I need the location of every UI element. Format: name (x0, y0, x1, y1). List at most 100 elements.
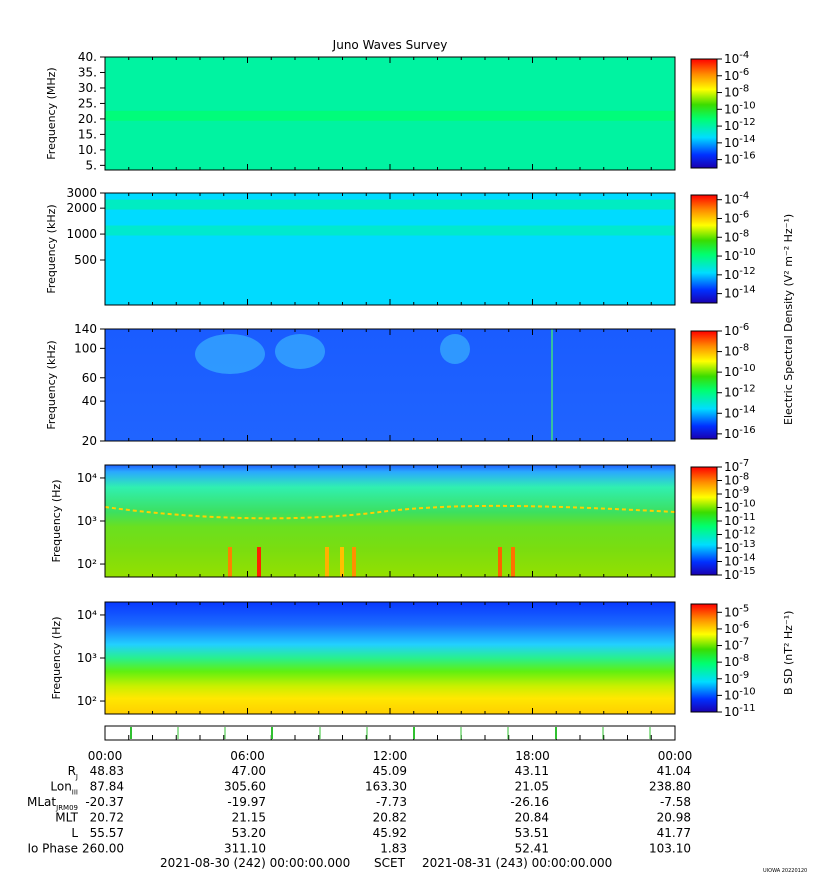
chart-title: Juno Waves Survey (332, 38, 448, 52)
ephemeris-value: -20.37 (85, 795, 124, 809)
emission-burst (228, 547, 232, 577)
y-tick-label: 10⁴ (77, 471, 97, 485)
ephemeris-value: 103.10 (649, 842, 691, 856)
y-tick-label: 3000 (66, 186, 97, 200)
colorbar-tick-label: 10-6 (724, 209, 749, 225)
emission-band (105, 110, 675, 121)
time-tick-label: 12:00 (373, 749, 408, 763)
colorbar-tick-label: 10-10 (724, 363, 756, 379)
y-tick-label: 60 (82, 371, 97, 385)
spectrogram-panel-5: 10⁴ 10³ 10² Frequency (Hz) (50, 601, 676, 715)
emission-burst (325, 547, 329, 577)
colorbar-tick-label: 10-8 (724, 653, 749, 669)
colorbar-tick-label: 10-10 (724, 100, 756, 116)
ephemeris-label: MLatJRM09 (27, 795, 78, 812)
colorbar-2: 10-4 10-6 10-8 10-10 10-12 10-14 (690, 191, 756, 304)
emission-band (105, 225, 675, 236)
ephemeris-value: 53.51 (515, 826, 549, 840)
colorbar-tick-label: 10-16 (724, 425, 756, 441)
emission-patch (440, 334, 470, 364)
ephemeris-value: 47.00 (232, 764, 266, 778)
ephemeris-value: -7.58 (660, 795, 691, 809)
ephemeris-value: 305.60 (224, 780, 266, 794)
colorbar-tick-label: 10-14 (724, 134, 756, 150)
watermark: UIOWA 20220120 (763, 868, 807, 874)
ephemeris-value: 55.57 (90, 826, 124, 840)
time-tick-label: 18:00 (515, 749, 550, 763)
time-tick-label: 00:00 (658, 749, 693, 763)
footer-scet: SCET (374, 856, 406, 870)
colorbar-tick-label: 10-7 (724, 458, 749, 474)
ephemeris-value: 20.98 (657, 811, 691, 825)
colorbar-tick-label: 10-12 (724, 266, 756, 282)
colorbar-label-magnetic: B SD (nT² Hz⁻¹) (782, 611, 795, 695)
colorbar-tick-label: 10-12 (724, 117, 756, 133)
time-tick-label: 06:00 (230, 749, 265, 763)
y-axis-label: Frequency (kHz) (45, 340, 58, 429)
colorbar-label-electric: Electric Spectral Density (V² m⁻² Hz⁻¹) (782, 214, 795, 425)
colorbar-tick-label: 10-10 (724, 247, 756, 263)
y-tick-label: 40. (78, 50, 97, 64)
colorbar-gradient (690, 58, 718, 169)
y-axis-label: Frequency (MHz) (45, 67, 58, 159)
emission-band (105, 199, 675, 210)
y-axis-label: Frequency (Hz) (50, 480, 63, 563)
ephemeris-label: Io Phase (27, 842, 78, 856)
y-axis-label: Frequency (kHz) (45, 204, 58, 293)
colorbar-tick-label: 10-4 (724, 50, 749, 66)
colorbar-tick-label: 10-6 (724, 322, 749, 338)
spectrogram-background (105, 465, 675, 577)
footer-start-time: 2021-08-30 (242) 00:00:00.000 (160, 856, 350, 870)
colorbar-tick-label: 10-4 (724, 191, 749, 207)
y-tick-label: 10⁴ (77, 608, 97, 622)
ephemeris-value: 20.82 (373, 811, 407, 825)
spectrogram-panel-4: 10⁴ 10³ 10² Frequency (Hz) (50, 464, 676, 578)
spectrogram-background (105, 193, 675, 305)
colorbar-tick-label: 10-8 (724, 228, 749, 244)
ephemeris-value: 45.09 (373, 764, 407, 778)
y-axis-label: Frequency (Hz) (50, 617, 63, 700)
colorbar-tick-label: 10-7 (724, 637, 749, 653)
ephemeris-value: -7.73 (376, 795, 407, 809)
ephemeris-value: 1.83 (380, 842, 407, 856)
y-tick-label: 10³ (77, 514, 97, 528)
y-tick-label: 10. (78, 143, 97, 157)
ephemeris-value: 41.77 (657, 826, 691, 840)
colorbar-tick-label: 10-14 (724, 553, 756, 569)
colorbar-tick-label: 10-8 (724, 472, 749, 488)
ephemeris-value: 48.83 (90, 764, 124, 778)
colorbar-tick-label: 10-8 (724, 343, 749, 359)
ephemeris-value: 87.84 (90, 780, 124, 794)
colorbar-tick-label: 10-5 (724, 603, 749, 619)
spectrogram-background (105, 329, 675, 441)
colorbar-tick-label: 10-9 (724, 485, 749, 501)
emission-patch (275, 334, 325, 369)
ephemeris-value: 52.41 (515, 842, 549, 856)
time-tick-label: 00:00 (88, 749, 123, 763)
colorbar-gradient (690, 603, 718, 713)
ephemeris-value: 163.30 (365, 780, 407, 794)
colorbar-tick-label: 10-11 (724, 512, 756, 528)
y-tick-label: 500 (74, 253, 97, 267)
footer-end-time: 2021-08-31 (243) 00:00:00.000 (422, 856, 612, 870)
y-tick-label: 100 (74, 341, 97, 355)
ephemeris-value: 238.80 (649, 780, 691, 794)
ephemeris-value: 20.72 (90, 811, 124, 825)
emission-burst (340, 547, 344, 577)
colorbar-tick-label: 10-13 (724, 539, 756, 555)
colorbar-tick-label: 10-14 (724, 404, 756, 420)
y-tick-label: 10² (77, 694, 97, 708)
colorbar-tick-label: 10-10 (724, 686, 756, 702)
colorbar-tick-label: 10-16 (724, 151, 756, 167)
y-tick-label: 10³ (77, 651, 97, 665)
colorbar-4: 10-710-810-910-1010-1110-1210-1310-1410-… (690, 458, 756, 582)
ephemeris-value: 45.92 (373, 826, 407, 840)
y-tick-label: 40 (82, 394, 97, 408)
ephemeris-value: -19.97 (227, 795, 266, 809)
colorbar-tick-label: 10-15 (724, 566, 756, 582)
ephemeris-value: -26.16 (510, 795, 549, 809)
